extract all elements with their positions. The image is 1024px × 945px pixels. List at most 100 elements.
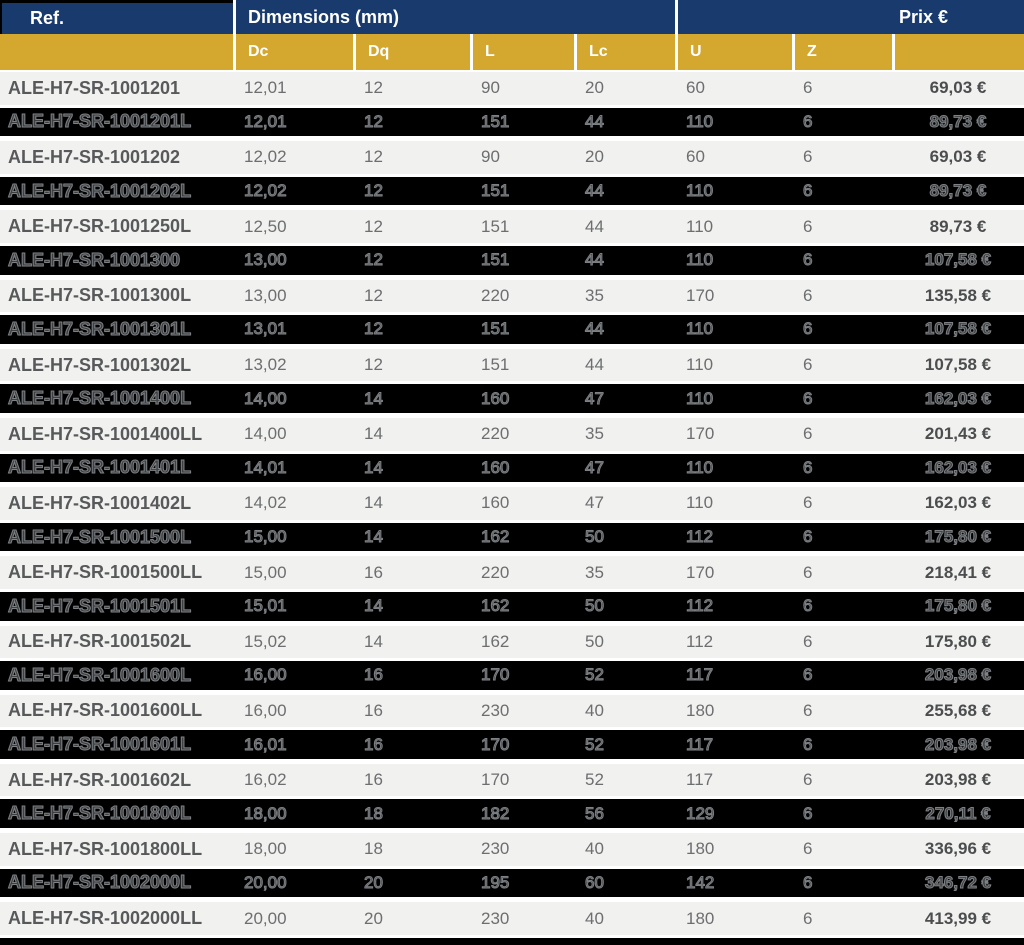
l-cell: 160 <box>481 493 510 513</box>
dq-cell: 14 <box>364 493 383 513</box>
prix-cell: 175,80 € <box>924 596 992 616</box>
dc-cell: 16,00 <box>244 665 288 685</box>
header-dimensions: Dimensions (mm) <box>233 0 675 34</box>
z-cell: 6 <box>803 216 813 236</box>
lc-cell: 35 <box>585 285 604 305</box>
table-row: ALE-H7-SR-1001202L 12,02 12 151 44 110 6… <box>0 173 1024 209</box>
table-row: ALE-H7-SR-1001500LL 15,00 16 220 35 170 … <box>0 554 1024 589</box>
table-row: ALE-H7-SR-1001300 13,00 12 151 44 110 6 … <box>0 242 1024 278</box>
lc-cell: 44 <box>585 250 605 270</box>
z-cell: 6 <box>803 181 813 201</box>
u-cell: 170 <box>686 562 715 582</box>
u-cell: 110 <box>686 111 714 131</box>
subheader-dc: Dc <box>233 34 353 70</box>
lc-cell: 47 <box>585 457 605 477</box>
table-row: ALE-H7-SR-1001201L 12,01 12 151 44 110 6… <box>0 104 1024 140</box>
z-cell: 6 <box>803 665 813 685</box>
lc-cell: 50 <box>585 596 605 616</box>
dc-cell: 13,00 <box>244 285 287 305</box>
dq-cell: 14 <box>364 424 383 444</box>
u-cell: 170 <box>686 424 715 444</box>
prix-cell: 203,98 € <box>924 770 992 790</box>
dq-cell: 12 <box>364 216 383 236</box>
ref-cell: ALE-H7-SR-1001250L <box>8 216 192 237</box>
z-cell: 6 <box>803 355 813 375</box>
dq-cell: 14 <box>364 527 384 547</box>
table-header-row: Ref. Dimensions (mm) Prix € <box>0 0 1024 34</box>
z-cell: 6 <box>803 770 813 790</box>
l-cell: 160 <box>481 457 510 477</box>
table-row: ALE-H7-SR-1001201 12,01 12 90 20 60 6 69… <box>0 70 1024 105</box>
z-cell: 6 <box>803 839 813 859</box>
ref-cell: ALE-H7-SR-1001602L <box>8 769 192 790</box>
prix-cell: 255,68 € <box>924 700 992 720</box>
ref-cell: ALE-H7-SR-1001202 <box>8 146 181 167</box>
z-cell: 6 <box>803 908 813 928</box>
l-cell: 230 <box>481 700 510 720</box>
dq-cell: 14 <box>364 388 384 408</box>
lc-cell: 44 <box>585 216 604 236</box>
ref-cell: ALE-H7-SR-1001302L <box>8 354 192 375</box>
u-cell: 170 <box>686 285 715 305</box>
prix-cell: 107,58 € <box>924 355 992 375</box>
dc-cell: 15,00 <box>244 527 288 547</box>
dq-cell: 12 <box>364 355 383 375</box>
u-cell: 180 <box>686 700 715 720</box>
u-cell: 112 <box>686 631 714 651</box>
ref-cell: ALE-H7-SR-1001600L <box>8 664 192 685</box>
l-cell: 162 <box>481 596 510 616</box>
dc-cell: 15,01 <box>244 596 288 616</box>
l-cell: 182 <box>481 803 510 823</box>
dc-cell: 16,00 <box>244 700 287 720</box>
z-cell: 6 <box>803 250 813 270</box>
dq-cell: 16 <box>364 700 383 720</box>
u-cell: 117 <box>686 665 714 685</box>
ref-cell: ALE-H7-SR-1002000L <box>8 872 192 893</box>
table-row: ALE-H7-SR-1001400LL 14,00 14 220 35 170 … <box>0 415 1024 451</box>
l-cell: 230 <box>481 839 510 859</box>
l-cell: 151 <box>481 181 510 201</box>
dq-cell: 14 <box>364 457 384 477</box>
u-cell: 112 <box>686 596 714 616</box>
prix-cell: 107,58 € <box>924 250 992 270</box>
lc-cell: 47 <box>585 388 605 408</box>
dc-cell: 14,00 <box>244 388 288 408</box>
u-cell: 180 <box>686 908 715 928</box>
l-cell: 230 <box>481 908 510 928</box>
prix-cell: 89,73 € <box>929 181 987 201</box>
dq-cell: 14 <box>364 631 383 651</box>
u-cell: 60 <box>686 147 705 167</box>
u-cell: 110 <box>686 355 714 375</box>
ref-cell: ALE-H7-SR-1001300L <box>8 285 192 306</box>
lc-cell: 44 <box>585 111 605 131</box>
table-row: ALE-H7-SR-1001300L 13,00 12 220 35 170 6… <box>0 277 1024 313</box>
prix-cell: 413,99 € <box>924 908 992 928</box>
prix-cell: 89,73 € <box>929 216 987 236</box>
u-cell: 110 <box>686 216 714 236</box>
ref-cell: ALE-H7-SR-1001401L <box>8 457 192 478</box>
u-cell: 129 <box>686 803 715 823</box>
table-row: ALE-H7-SR-1001600LL 16,00 16 230 40 180 … <box>0 692 1024 728</box>
lc-cell: 35 <box>585 562 604 582</box>
l-cell: 170 <box>481 734 510 754</box>
prix-cell: 135,58 € <box>924 285 992 305</box>
dc-cell: 15,02 <box>244 631 287 651</box>
subheader-u: U <box>675 34 792 70</box>
dc-cell: 13,01 <box>244 319 288 339</box>
prix-cell: 203,98 € <box>924 665 992 685</box>
subheader-ref-spacer <box>0 34 233 70</box>
dc-cell: 16,02 <box>244 770 287 790</box>
subheader-dq: Dq <box>353 34 470 70</box>
u-cell: 110 <box>686 457 714 477</box>
table-row: ALE-H7-SR-1001301L 13,01 12 151 44 110 6… <box>0 312 1024 347</box>
table-row: ALE-H7-SR-1001401L 14,01 14 160 47 110 6… <box>0 450 1024 486</box>
z-cell: 6 <box>803 388 813 408</box>
u-cell: 142 <box>686 872 715 892</box>
dq-cell: 12 <box>364 285 383 305</box>
u-cell: 60 <box>686 78 705 98</box>
lc-cell: 20 <box>585 147 604 167</box>
z-cell: 6 <box>803 111 813 131</box>
l-cell: 162 <box>481 631 510 651</box>
l-cell: 162 <box>481 527 510 547</box>
dq-cell: 20 <box>364 872 384 892</box>
